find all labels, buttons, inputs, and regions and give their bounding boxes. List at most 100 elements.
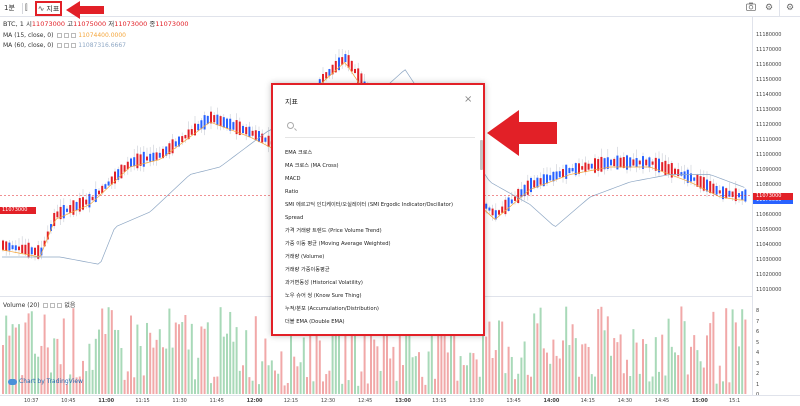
volume-bar [363,323,366,394]
volume-bar [411,357,414,394]
indicators-label: 지표 [46,4,60,13]
volume-bar [597,309,600,394]
volume-bar [168,308,171,394]
volume-bar [437,307,440,394]
candle-body [594,158,596,173]
candle-body [603,158,606,170]
indicator-item[interactable]: 과거변동성 (Historical Volatility) [285,280,363,286]
volume-bar [712,311,715,394]
gear-icon[interactable]: ⚙ [765,3,774,13]
volume-bar [117,330,120,394]
candle-body [690,173,692,182]
volume-bar [290,307,292,394]
legend-settings-box[interactable] [64,43,70,48]
volume-bar [110,310,113,394]
candle-body [117,169,120,180]
indicator-item[interactable]: MA 크로스 (MA Cross) [285,163,339,169]
candle-body [216,114,219,126]
volume-bar [578,376,580,394]
price-axis-label: 11180000 [756,32,782,38]
volume-bar [610,355,612,394]
price-axis-label: 11150000 [756,77,782,83]
candle-body [494,210,497,220]
price-axis[interactable]: 11180000 11170000 11160000 11150000 11140000… [752,17,800,398]
volume-bar [341,383,344,394]
indicator-search-input[interactable] [299,120,469,134]
settings-gear-icon[interactable]: ⚙ [786,3,795,13]
candle-body [248,126,251,138]
volume-bar [619,334,622,394]
legend-toggle-box[interactable] [43,303,49,308]
indicator-item[interactable]: 가격 거래량 트렌드 (Price Volume Trend) [285,228,382,234]
volume-bar [78,376,81,394]
ma15-value: 11074400.0000 [78,32,126,39]
volume-bar [738,346,740,394]
compare-icon[interactable]: ⫿ [25,3,28,12]
time-axis-label: 14:15 [580,398,595,404]
candle-body [562,169,564,177]
candle-body [139,154,142,166]
indicator-item[interactable]: SMI 에르고딕 인디케이터/오실레이터 (SMI Ergodic Indica… [285,202,453,208]
tradingview-badge[interactable]: Chart by TradingView [8,378,83,385]
volume-bar [354,308,356,394]
time-axis[interactable]: 10:37 10:45 11:00 11:15 11:30 11:45 12:00 12:15… [0,395,800,406]
time-axis-label: 12:00 [246,398,263,404]
interval-button[interactable]: 1분 [4,4,15,12]
volume-bar [152,347,155,394]
volume-bar [654,337,657,394]
volume-bar [674,352,676,394]
last-price-tag: 11073000 [753,192,793,200]
legend-toggle-box[interactable] [57,43,63,48]
volume-legend: Volume (20) 없음 [3,300,75,309]
volume-bar [405,319,408,394]
candle-body [350,60,353,72]
dialog-scrollbar[interactable] [480,140,483,170]
indicator-item[interactable]: Spread [285,215,304,221]
indicator-item[interactable]: 가중 이동 평균 (Moving Average Weighted) [285,241,391,247]
candle-body [8,242,11,251]
candle-body [14,245,17,251]
indicator-item[interactable]: MACD [285,176,301,182]
indicator-item[interactable]: Ratio [285,189,299,195]
legend-settings-box[interactable] [64,33,70,38]
time-axis-label: 13:30 [469,398,484,404]
candle-body [536,177,539,188]
candle-body [168,143,171,155]
candle-body [210,111,212,124]
legend-remove-box[interactable] [71,43,77,48]
legend-remove-box[interactable] [71,33,77,38]
volume-bar [606,316,609,394]
volume-bar [523,341,526,394]
legend-settings-box[interactable] [50,303,56,308]
toolbar-divider [779,0,780,17]
candle-body [229,118,232,131]
indicator-item[interactable]: 거래량 (Volume) [285,254,325,260]
indicator-item[interactable]: EMA 크로스 [285,150,313,156]
volume-bar [123,379,126,394]
price-axis-label: 11080000 [756,182,782,188]
volume-pane[interactable]: Volume (20) 없음 Chart by TradingView [0,296,752,395]
indicator-item[interactable]: 거래량 가중이동평균 [285,267,330,273]
volume-bar [446,352,449,394]
volume-bar [398,328,401,394]
volume-bar [693,335,696,394]
volume-bar [635,342,638,394]
legend-toggle-box[interactable] [57,33,63,38]
indicator-item[interactable]: 누적/분포 (Accumulation/Distribution) [285,306,379,312]
candle-body [642,156,644,169]
dialog-title: 지표 [285,98,298,106]
candle-body [565,164,568,179]
candle-body [114,171,116,184]
camera-icon[interactable] [746,2,756,15]
indicator-item[interactable]: 더블 EMA (Double EMA) [285,319,345,325]
time-axis-label: 15:00 [691,398,708,404]
volume-bar [286,382,289,394]
legend-remove-box[interactable] [57,303,63,308]
indicators-button[interactable]: ∿ 지표 [35,1,62,16]
close-icon[interactable]: × [464,94,473,105]
volume-bar [443,311,446,394]
candle-body [520,189,523,198]
candle-body [5,241,8,251]
candle-body [712,183,715,194]
indicator-item[interactable]: 노우 슈어 씽 (Know Sure Thing) [285,293,362,299]
